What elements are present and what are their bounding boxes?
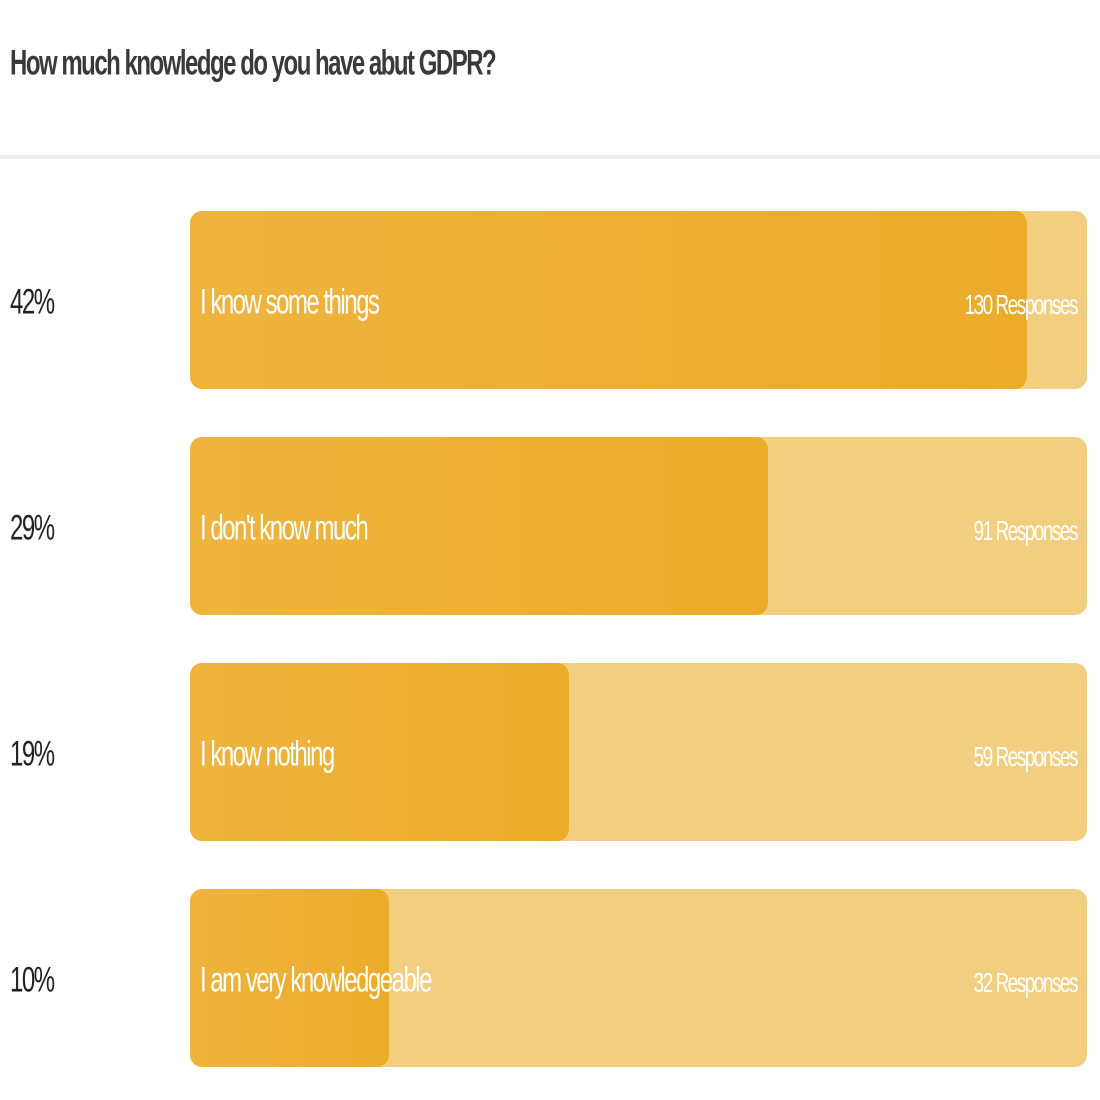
answer-percent: 19% [10,735,55,775]
answer-row: 10% I am very knowledgeable 32 Responses [0,889,1100,1067]
answer-bar-fill [190,211,1028,389]
answer-bar-track: I know some things 130 Responses [190,211,1087,389]
answer-label: I know nothing [200,735,335,775]
answer-bar-fill [190,663,569,841]
answer-row: 29% I don't know much 91 Responses [0,437,1100,615]
answer-bar-track: I don't know much 91 Responses [190,437,1087,615]
answer-percent: 29% [10,509,55,549]
answer-label: I know some things [200,283,380,323]
answer-percent: 10% [10,961,55,1001]
answer-response-count: 130 Responses [964,291,1078,322]
answer-bar-track: I know nothing 59 Responses [190,663,1087,841]
answer-percent: 42% [10,283,55,323]
answer-row: 42% I know some things 130 Responses [0,211,1100,389]
answer-row: 19% I know nothing 59 Responses [0,663,1100,841]
question-title: How much knowledge do you have abut GDPR… [10,44,497,84]
answer-bar-track: I am very knowledgeable 32 Responses [190,889,1087,1067]
answer-response-count: 91 Responses [973,517,1079,548]
answer-response-count: 32 Responses [973,969,1079,1000]
answer-response-count: 59 Responses [973,743,1079,774]
header-divider [0,155,1100,159]
answer-label: I don't know much [200,509,369,549]
answer-bar-fill [190,437,769,615]
answer-label: I am very knowledgeable [200,961,432,1001]
answer-bar-fill [190,889,390,1067]
